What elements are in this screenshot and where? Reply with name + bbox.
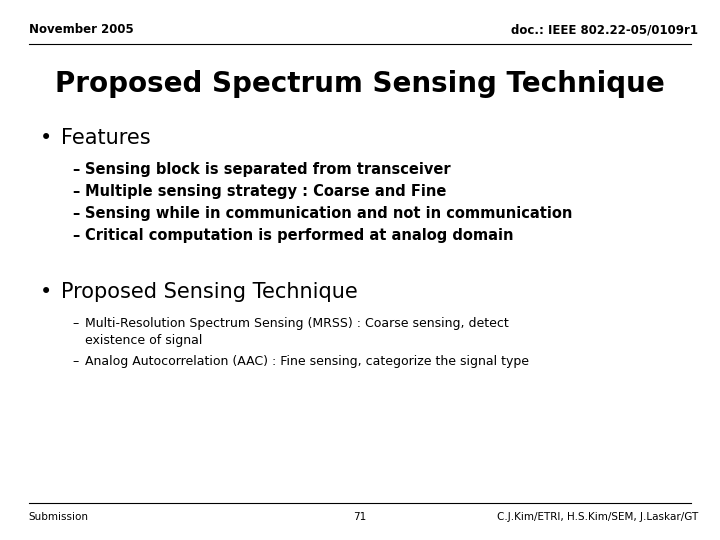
Text: 71: 71 xyxy=(354,512,366,522)
Text: Proposed Spectrum Sensing Technique: Proposed Spectrum Sensing Technique xyxy=(55,70,665,98)
Text: –: – xyxy=(72,162,79,177)
Text: Proposed Sensing Technique: Proposed Sensing Technique xyxy=(61,281,358,302)
Text: •: • xyxy=(40,127,52,148)
Text: Critical computation is performed at analog domain: Critical computation is performed at ana… xyxy=(85,228,513,244)
Text: existence of signal: existence of signal xyxy=(85,334,202,347)
Text: Sensing while in communication and not in communication: Sensing while in communication and not i… xyxy=(85,206,572,221)
Text: Analog Autocorrelation (AAC) : Fine sensing, categorize the signal type: Analog Autocorrelation (AAC) : Fine sens… xyxy=(85,355,529,368)
Text: November 2005: November 2005 xyxy=(29,23,133,36)
Text: Multiple sensing strategy : Coarse and Fine: Multiple sensing strategy : Coarse and F… xyxy=(85,184,446,199)
Text: –: – xyxy=(72,206,79,221)
Text: –: – xyxy=(72,355,78,368)
Text: Multi-Resolution Spectrum Sensing (MRSS) : Coarse sensing, detect: Multi-Resolution Spectrum Sensing (MRSS)… xyxy=(85,318,509,330)
Text: Features: Features xyxy=(61,127,150,148)
Text: doc.: IEEE 802.22-05/0109r1: doc.: IEEE 802.22-05/0109r1 xyxy=(511,23,698,36)
Text: Submission: Submission xyxy=(29,512,89,522)
Text: •: • xyxy=(40,281,52,302)
Text: C.J.Kim/ETRI, H.S.Kim/SEM, J.Laskar/GT: C.J.Kim/ETRI, H.S.Kim/SEM, J.Laskar/GT xyxy=(497,512,698,522)
Text: –: – xyxy=(72,228,79,244)
Text: –: – xyxy=(72,184,79,199)
Text: Sensing block is separated from transceiver: Sensing block is separated from transcei… xyxy=(85,162,451,177)
Text: –: – xyxy=(72,318,78,330)
